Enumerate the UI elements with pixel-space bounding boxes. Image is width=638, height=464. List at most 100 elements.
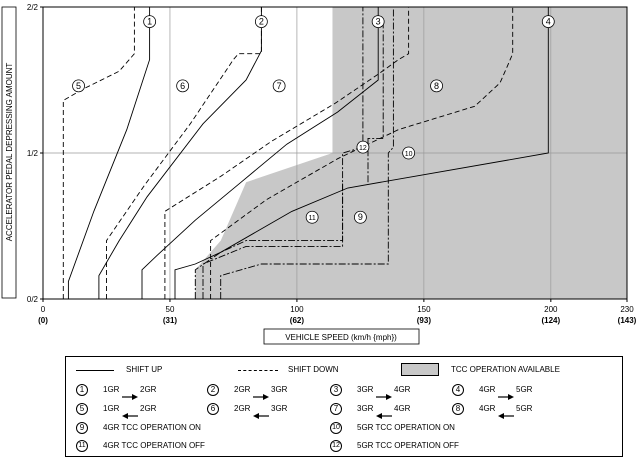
legend-item-to-8: 5GR bbox=[516, 404, 533, 413]
legend-shift-up-label: SHIFT UP bbox=[126, 365, 163, 374]
legend-item-arrow-6 bbox=[253, 406, 269, 419]
legend-tcc-text-10: 5GR TCC OPERATION ON bbox=[357, 423, 455, 432]
x-tick-sublabel: (0) bbox=[38, 316, 48, 325]
legend-tcc-num-11: 11 bbox=[76, 440, 88, 452]
series-label-11: 11 bbox=[309, 215, 316, 222]
shift-line-7 bbox=[164, 7, 410, 299]
legend-item-from-8: 4GR bbox=[479, 404, 496, 413]
legend-item-num-6: 6 bbox=[207, 403, 219, 415]
legend-item-arrow-7 bbox=[376, 406, 392, 419]
x-tick-sublabel: (62) bbox=[290, 316, 305, 325]
x-tick-label: 50 bbox=[166, 305, 175, 314]
legend-item-from-2: 2GR bbox=[234, 385, 251, 394]
shift-line-4 bbox=[174, 7, 549, 299]
legend-item-arrow-8 bbox=[498, 406, 514, 419]
shift-line-3 bbox=[141, 7, 379, 299]
legend-item-arrow-1 bbox=[122, 387, 138, 400]
legend-shift-down-label: SHIFT DOWN bbox=[288, 365, 339, 374]
series-label-1: 1 bbox=[147, 17, 152, 27]
legend-tcc-text-12: 5GR TCC OPERATION OFF bbox=[357, 441, 459, 450]
series-label-circle-6 bbox=[176, 79, 190, 93]
legend-item-num-8: 8 bbox=[452, 403, 464, 415]
shift-line-2 bbox=[98, 7, 262, 299]
series-label-circle-7 bbox=[272, 79, 286, 93]
legend-item-to-2: 3GR bbox=[271, 385, 288, 394]
series-label-circle-8 bbox=[430, 79, 443, 93]
legend-item-to-7: 4GR bbox=[394, 404, 411, 413]
series-label-circle-4 bbox=[541, 15, 555, 29]
legend-item-arrow-4 bbox=[498, 387, 514, 400]
legend-item-to-5: 2GR bbox=[140, 404, 157, 413]
series-label-circle-1 bbox=[143, 15, 157, 29]
x-tick-sublabel: (143) bbox=[618, 316, 637, 325]
legend-dashed-line bbox=[238, 370, 278, 371]
legend-item-to-1: 2GR bbox=[140, 385, 157, 394]
series-label-3: 3 bbox=[376, 17, 381, 27]
series-label-circle-11 bbox=[305, 210, 319, 224]
shift-line-8 bbox=[210, 7, 514, 299]
legend-item-from-6: 2GR bbox=[234, 404, 251, 413]
legend-item-num-2: 2 bbox=[207, 384, 219, 396]
x-tick-label: 100 bbox=[290, 305, 304, 314]
series-label-circle-2 bbox=[254, 15, 268, 29]
legend-item-to-3: 4GR bbox=[394, 385, 411, 394]
x-tick-sublabel: (93) bbox=[417, 316, 432, 325]
legend-item-arrow-2 bbox=[253, 387, 269, 400]
legend-tcc-num-9: 9 bbox=[76, 422, 88, 434]
x-tick-label: 0 bbox=[41, 305, 46, 314]
series-label-circle-3 bbox=[371, 15, 385, 29]
legend-item-to-4: 5GR bbox=[516, 385, 533, 394]
legend-item-arrow-3 bbox=[376, 387, 392, 400]
y-axis-label-box bbox=[1, 6, 17, 299]
legend-tcc-num-12: 12 bbox=[330, 440, 342, 452]
x-tick-label: 230 bbox=[620, 305, 634, 314]
grid-layer bbox=[43, 7, 627, 299]
legend-tcc-num-10: 10 bbox=[330, 422, 342, 434]
series-label-6: 6 bbox=[180, 81, 185, 91]
y-axis-label: ACCELERATOR PEDAL DEPRESSING AMOUNT bbox=[5, 63, 14, 242]
x-tick-sublabel: (31) bbox=[163, 316, 178, 325]
legend-item-num-5: 5 bbox=[76, 403, 88, 415]
series-label-9: 9 bbox=[358, 212, 363, 222]
legend-tcc-text-11: 4GR TCC OPERATION OFF bbox=[103, 441, 205, 450]
legend-item-num-7: 7 bbox=[330, 403, 342, 415]
series-label-circle-12 bbox=[356, 140, 370, 154]
shift-line-10 bbox=[220, 7, 394, 299]
series-label-8: 8 bbox=[434, 81, 439, 91]
x-tick-sublabel: (124) bbox=[541, 316, 560, 325]
shift-line-6 bbox=[106, 7, 262, 299]
series-label-12: 12 bbox=[359, 145, 367, 152]
legend-item-from-7: 3GR bbox=[357, 404, 374, 413]
axis-layer: 0/2 1/2 2/2 0 (0) 50 (31) 100 (62) 150 (93) 200 (124… bbox=[1, 3, 637, 345]
series-label-circle-5 bbox=[72, 79, 85, 93]
legend-item-num-3: 3 bbox=[330, 384, 342, 396]
series-label-10: 10 bbox=[405, 151, 413, 158]
shift-line-1 bbox=[67, 7, 151, 299]
legend-item-from-4: 4GR bbox=[479, 385, 496, 394]
x-tick-label: 200 bbox=[544, 305, 558, 314]
legend-item-from-5: 1GR bbox=[103, 404, 120, 413]
series-label-2: 2 bbox=[259, 17, 264, 27]
legend-item-arrow-5 bbox=[122, 406, 138, 419]
legend-tcc-label: TCC OPERATION AVAILABLE bbox=[451, 365, 560, 374]
y-tick-label: 2/2 bbox=[27, 3, 39, 12]
series-label-5: 5 bbox=[76, 81, 81, 91]
series-label-7: 7 bbox=[277, 81, 282, 91]
legend-item-from-1: 1GR bbox=[103, 385, 120, 394]
y-tick-label: 1/2 bbox=[27, 149, 39, 158]
shift-line-11 bbox=[202, 182, 344, 299]
legend-solid-line bbox=[76, 370, 114, 371]
x-axis-label-box bbox=[263, 328, 420, 345]
series-label-circle-9 bbox=[353, 210, 367, 224]
shift-line-12 bbox=[367, 21, 384, 183]
legend-item-to-6: 3GR bbox=[271, 404, 288, 413]
legend-tcc-text-9: 4GR TCC OPERATION ON bbox=[103, 423, 201, 432]
x-axis-label: VEHICLE SPEED (km/h {mph}) bbox=[285, 333, 397, 342]
x-tick-label: 150 bbox=[417, 305, 431, 314]
legend-item-num-4: 4 bbox=[452, 384, 464, 396]
legend-tcc-swatch bbox=[401, 363, 439, 376]
series-label-circle-10 bbox=[402, 146, 416, 160]
legend-item-num-1: 1 bbox=[76, 384, 88, 396]
